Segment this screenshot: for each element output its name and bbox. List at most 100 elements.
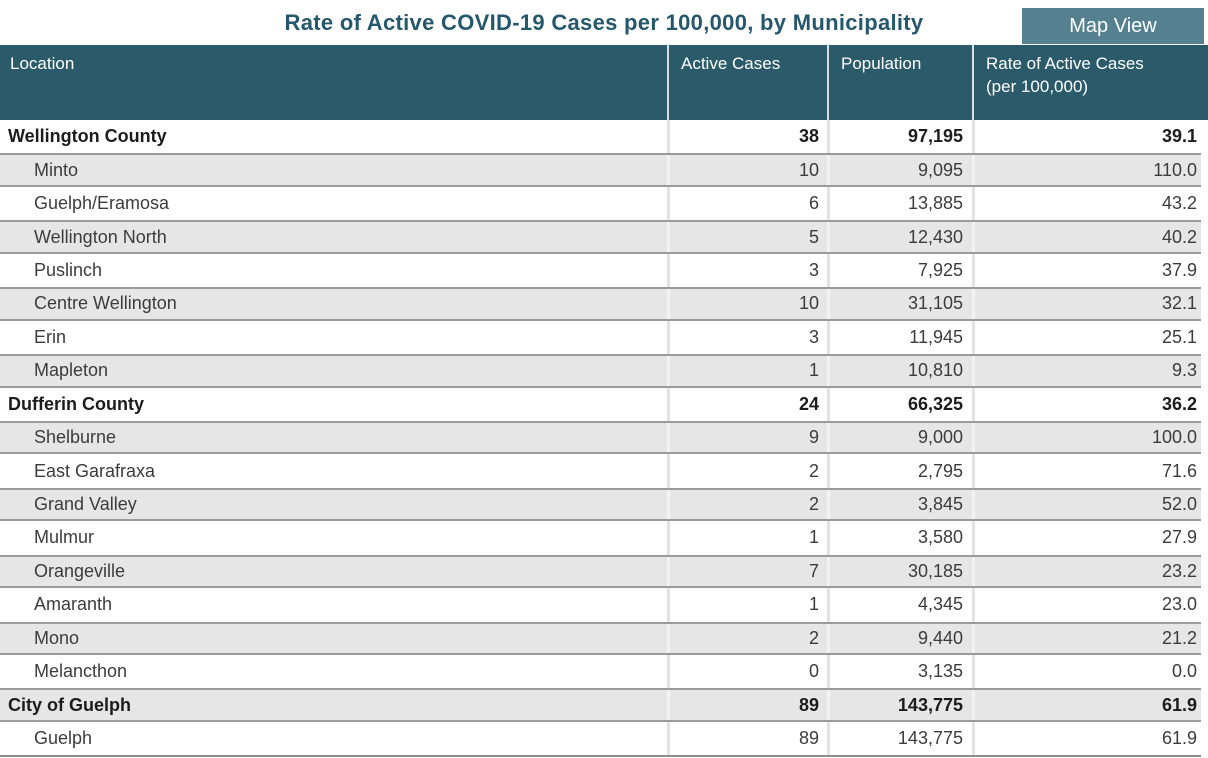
table-row[interactable]: Mulmur 1 3,580 27.9 xyxy=(0,521,1201,555)
cell-rate: 52.0 xyxy=(972,489,1201,520)
map-view-button[interactable]: Map View xyxy=(1022,8,1204,44)
cell-rate: 32.1 xyxy=(972,289,1201,319)
cell-location: Orangeville xyxy=(34,560,126,581)
table-row[interactable]: Wellington County 38 97,195 39.1 xyxy=(0,120,1201,154)
column-header-label: Population xyxy=(841,54,922,73)
cell-population: 66,325 xyxy=(827,387,972,421)
cell-rate: 43.2 xyxy=(972,186,1201,221)
cell-active-cases: 9 xyxy=(667,422,827,453)
table-row[interactable]: Erin 3 11,945 25.1 xyxy=(0,320,1201,355)
cell-population: 143,775 xyxy=(827,690,972,720)
cell-rate: 61.9 xyxy=(972,690,1201,720)
cell-active-cases: 1 xyxy=(667,521,827,555)
cell-location: Centre Wellington xyxy=(34,293,177,314)
cell-active-cases: 1 xyxy=(667,356,827,386)
table-row[interactable]: Guelph 89 143,775 61.9 xyxy=(0,721,1201,756)
cell-active-cases: 6 xyxy=(667,186,827,221)
cell-location: Shelburne xyxy=(34,427,117,448)
cell-rate: 36.2 xyxy=(972,387,1201,421)
cell-active-cases: 3 xyxy=(667,253,827,288)
cell-active-cases: 2 xyxy=(667,623,827,653)
cell-rate: 61.9 xyxy=(972,721,1201,756)
cell-location: Erin xyxy=(34,326,67,347)
cell-rate: 110.0 xyxy=(972,155,1201,185)
cell-active-cases: 0 xyxy=(667,655,827,689)
cell-population: 143,775 xyxy=(827,721,972,756)
table-row[interactable]: Grand Valley 2 3,845 52.0 xyxy=(0,487,1201,522)
table-row[interactable]: Guelph/Eramosa 6 13,885 43.2 xyxy=(0,186,1201,221)
cell-active-cases: 1 xyxy=(667,588,827,622)
cell-active-cases: 89 xyxy=(667,721,827,756)
cell-location: Melancthon xyxy=(34,661,128,682)
table-row[interactable]: City of Guelph 89 143,775 61.9 xyxy=(0,688,1201,722)
cell-population: 30,185 xyxy=(827,556,972,587)
cell-population: 2,795 xyxy=(827,454,972,488)
cell-population: 10,810 xyxy=(827,356,972,386)
cell-location: Minto xyxy=(34,159,79,180)
table-row[interactable]: Mapleton 1 10,810 9.3 xyxy=(0,354,1201,388)
cell-rate: 40.2 xyxy=(972,222,1201,252)
cell-rate: 21.2 xyxy=(972,623,1201,653)
cell-population: 31,105 xyxy=(827,289,972,319)
cell-location: Mono xyxy=(34,627,80,648)
table-row[interactable]: Shelburne 9 9,000 100.0 xyxy=(0,420,1201,455)
cell-active-cases: 38 xyxy=(667,120,827,154)
column-header-label: Active Cases xyxy=(681,54,781,73)
cell-active-cases: 5 xyxy=(667,222,827,252)
cell-rate: 27.9 xyxy=(972,521,1201,555)
cell-location: Mulmur xyxy=(34,527,95,548)
cell-active-cases: 3 xyxy=(667,320,827,355)
table-row[interactable]: Melancthon 0 3,135 0.0 xyxy=(0,655,1201,689)
cell-active-cases: 7 xyxy=(667,556,827,587)
table-row[interactable]: Minto 10 9,095 110.0 xyxy=(0,153,1201,187)
table-row[interactable]: East Garafraxa 2 2,795 71.6 xyxy=(0,454,1201,488)
table-body: Wellington County 38 97,195 39.1 Minto 1… xyxy=(0,120,1201,758)
cell-location: Mapleton xyxy=(34,360,109,381)
cell-location: Amaranth xyxy=(34,594,113,615)
cell-active-cases: 10 xyxy=(667,155,827,185)
cell-location: Guelph xyxy=(34,728,93,749)
table-row[interactable]: Dufferin County 24 66,325 36.2 xyxy=(0,387,1201,421)
cell-location: City of Guelph xyxy=(8,694,131,715)
cell-rate: 23.0 xyxy=(972,588,1201,622)
cell-active-cases: 2 xyxy=(667,454,827,488)
column-header-label: Rate of Active Cases xyxy=(986,54,1144,73)
table-row[interactable]: Mono 2 9,440 21.2 xyxy=(0,621,1201,655)
cell-location: Wellington North xyxy=(34,226,167,247)
cell-rate: 100.0 xyxy=(972,422,1201,453)
table-row[interactable]: Puslinch 3 7,925 37.9 xyxy=(0,253,1201,288)
cell-active-cases: 24 xyxy=(667,387,827,421)
cell-rate: 9.3 xyxy=(972,356,1201,386)
cell-population: 3,845 xyxy=(827,489,972,520)
column-header-location[interactable]: Location xyxy=(0,45,667,120)
cell-location: Dufferin County xyxy=(8,393,144,414)
cell-population: 12,430 xyxy=(827,222,972,252)
table-row[interactable]: Centre Wellington 10 31,105 32.1 xyxy=(0,287,1201,321)
cell-location: East Garafraxa xyxy=(34,460,156,481)
cell-population: 3,135 xyxy=(827,655,972,689)
cell-rate: 25.1 xyxy=(972,320,1201,355)
cell-population: 4,345 xyxy=(827,588,972,622)
cell-rate: 71.6 xyxy=(972,454,1201,488)
table-row[interactable]: Orangeville 7 30,185 23.2 xyxy=(0,554,1201,589)
table-row[interactable]: Amaranth 1 4,345 23.0 xyxy=(0,588,1201,622)
column-header-label: Location xyxy=(10,54,75,73)
cell-rate: 0.0 xyxy=(972,655,1201,689)
cell-population: 9,000 xyxy=(827,422,972,453)
table-row[interactable]: Wellington North 5 12,430 40.2 xyxy=(0,220,1201,254)
column-header-active-cases[interactable]: Active Cases xyxy=(667,45,827,120)
cell-rate: 39.1 xyxy=(972,120,1201,154)
covid-rate-table: Location Active Cases Population Rate of… xyxy=(0,45,1208,758)
cell-rate: 37.9 xyxy=(972,253,1201,288)
column-header-label-line2: (per 100,000) xyxy=(986,77,1089,96)
page-title: Rate of Active COVID-19 Cases per 100,00… xyxy=(284,10,924,35)
cell-location: Grand Valley xyxy=(34,494,137,515)
cell-active-cases: 10 xyxy=(667,289,827,319)
table-header-row: Location Active Cases Population Rate of… xyxy=(0,45,1208,120)
cell-rate: 23.2 xyxy=(972,556,1201,587)
cell-location: Guelph/Eramosa xyxy=(34,193,170,214)
column-header-population[interactable]: Population xyxy=(827,45,972,120)
cell-active-cases: 2 xyxy=(667,489,827,520)
column-header-rate[interactable]: Rate of Active Cases (per 100,000) xyxy=(972,45,1208,120)
